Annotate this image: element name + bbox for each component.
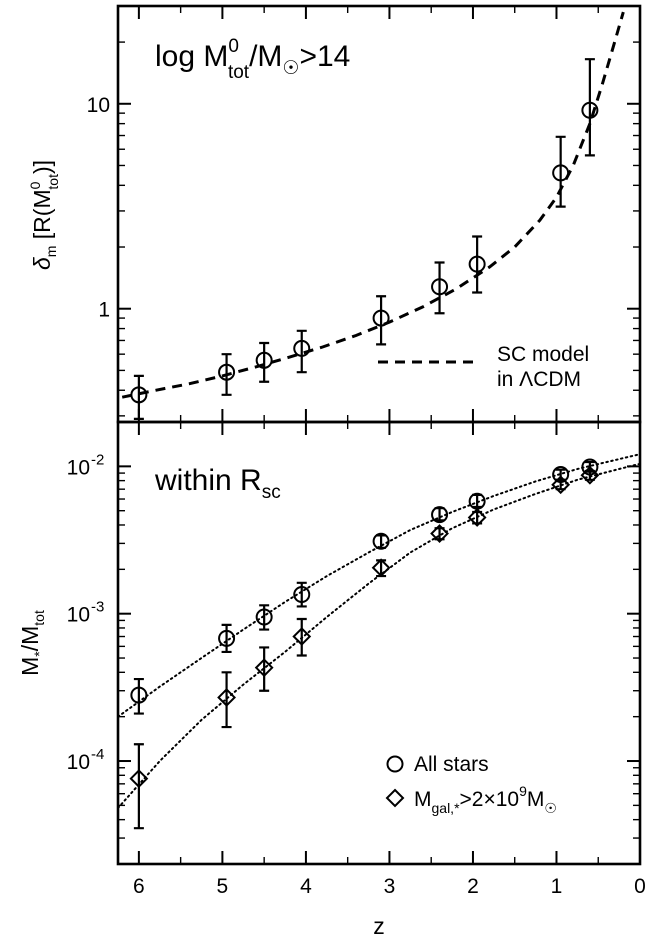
top-y-tick-label: 1 (98, 299, 110, 322)
overdensity-point (218, 363, 236, 381)
overdensity-point (372, 309, 390, 327)
massive-galaxies-point (430, 524, 449, 543)
bottom-y-tick-label: 10 (67, 456, 90, 479)
all-stars-error-bar (133, 677, 144, 715)
all-stars-error-bar (221, 623, 232, 654)
overdensity-point (293, 339, 311, 357)
bottom-y-tick-label: 10 (67, 604, 90, 627)
overdensity-point (255, 351, 273, 369)
top-legend-label-line2: in ΛCDM (497, 368, 581, 391)
legend-label-all-stars: All stars (414, 753, 489, 776)
x-tick-label: 0 (634, 875, 646, 898)
overdensity-error-bar (296, 329, 307, 374)
sc-model-curve (121, 11, 625, 399)
massive-galaxies-point (371, 558, 391, 578)
massive-galaxies-point (254, 658, 274, 678)
top-legend-label-line1: SC model (497, 343, 589, 366)
overdensity-error-bar (472, 235, 483, 294)
x-tick-label: 6 (133, 875, 145, 898)
overdensity-error-bar (133, 374, 144, 420)
overdensity-point (130, 386, 148, 404)
all-stars-point (372, 532, 390, 550)
all-stars-point (255, 608, 273, 626)
top-panel-ticks: 1 10 (87, 5, 641, 422)
legend-marker-massive-galaxies (385, 788, 405, 808)
bottom-panel-marks (118, 453, 640, 830)
overdensity-error-bar (434, 261, 445, 315)
all-stars-error-bar (376, 534, 387, 549)
overdensity-point (431, 278, 449, 296)
bottom-panel-frame (116, 420, 642, 866)
x-tick-label: 3 (384, 875, 396, 898)
massive-galaxies-point (129, 769, 149, 788)
bottom-y-tick-exponent: -4 (91, 746, 104, 763)
top-y-tick-label: 10 (87, 94, 110, 117)
x-tick-label: 1 (551, 875, 563, 898)
bottom-y-tick-label: 10 (67, 751, 90, 774)
all-stars-point (293, 585, 311, 603)
all-stars-point (130, 686, 148, 704)
all-stars-point (431, 506, 449, 524)
x-axis-label: z (373, 913, 385, 939)
massive-galaxies-point (467, 508, 487, 527)
x-tick-label: 2 (467, 875, 479, 898)
massive-galaxies-error-bar (296, 617, 307, 657)
all-stars-point (218, 629, 236, 647)
x-tick-label: 4 (300, 875, 312, 898)
bottom-panel-annotation: within Rsc (154, 464, 281, 503)
fit-curve-massive-galaxies (118, 462, 640, 809)
overdensity-error-bar (555, 135, 566, 208)
all-stars-error-bar (472, 493, 483, 509)
bottom-y-tick-exponent: -2 (91, 451, 104, 468)
bottom-y-tick-exponent: -3 (91, 599, 104, 616)
overdensity-point (581, 101, 599, 119)
bottom-panel-ticks: 6 5 4 3 2 1 010-210-310-4 (67, 421, 646, 898)
overdensity-error-bar (259, 341, 270, 383)
massive-galaxies-point (580, 465, 600, 485)
overdensity-error-bar (584, 58, 595, 157)
top-y-axis-label: δm [R(M0 tot)] (27, 160, 61, 270)
massive-galaxies-point (217, 688, 236, 707)
x-tick-label: 5 (217, 875, 229, 898)
massive-galaxies-point (551, 475, 571, 495)
bottom-y-axis-label: M*/Mtot (17, 610, 47, 676)
top-panel-annotation: log M0 tot/M☉>14 (155, 36, 350, 83)
massive-galaxies-error-bar (221, 671, 232, 729)
massive-galaxies-point (292, 627, 312, 646)
overdensity-error-bar (221, 353, 232, 396)
top-panel-marks (121, 11, 625, 420)
fit-curve-all-stars (118, 453, 640, 718)
massive-galaxies-error-bar (259, 646, 270, 692)
overdensity-error-bar (376, 295, 387, 346)
overdensity-point (552, 164, 570, 182)
legend-label-massive-galaxies: Mgal,*>2×109M☉ (414, 783, 557, 816)
legend-marker-all-stars (386, 755, 404, 773)
overdensity-point (468, 255, 486, 273)
